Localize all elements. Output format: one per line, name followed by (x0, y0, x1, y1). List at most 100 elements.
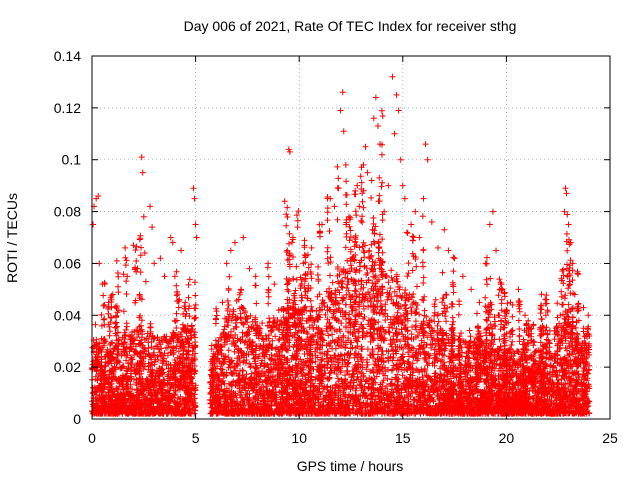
roti-peak-point (489, 208, 496, 215)
x-axis-label: GPS time / hours (297, 458, 404, 474)
roti-peak-point (147, 203, 154, 210)
roti-peak-point (327, 195, 334, 202)
roti-peak-point (493, 247, 500, 254)
roti-peak-point (138, 154, 145, 161)
roti-peak-point (136, 291, 143, 298)
roti-peak-point (246, 265, 253, 272)
roti-peak-point (90, 221, 97, 228)
roti-peak-point (354, 182, 361, 189)
roti-peak-point (134, 265, 141, 272)
roti-peak-point (445, 247, 452, 254)
roti-peak-point (509, 301, 516, 308)
roti-peak-point (557, 312, 564, 319)
roti-peak-point (161, 273, 168, 280)
roti-peak-point (308, 244, 315, 251)
grid-lines (92, 56, 610, 419)
roti-peak-point (562, 185, 569, 192)
roti-peak-point (219, 299, 226, 306)
roti-peak-point (385, 182, 392, 189)
x-tick-label: 0 (88, 430, 96, 446)
y-tick-label: 0.08 (54, 204, 81, 220)
roti-peak-point (586, 333, 593, 340)
roti-peak-point (575, 317, 582, 324)
roti-peak-point (281, 198, 288, 205)
x-tick-label: 5 (192, 430, 200, 446)
roti-peak-point (151, 260, 158, 267)
roti-peak-point (459, 273, 466, 280)
roti-peak-point (193, 234, 200, 241)
roti-peak-point (339, 89, 346, 96)
roti-peak-point (563, 190, 570, 197)
y-tick-label: 0.12 (54, 100, 81, 116)
roti-peak-point (569, 260, 576, 267)
roti-peak-point (482, 260, 489, 267)
roti-peak-point (122, 244, 129, 251)
roti-peak-point (399, 182, 406, 189)
roti-peak-point (109, 291, 116, 298)
roti-peak-point (223, 260, 230, 267)
y-tick-label: 0.04 (54, 307, 81, 323)
x-tick-label: 15 (395, 430, 411, 446)
y-tick-label: 0 (73, 411, 81, 427)
roti-peak-point (318, 221, 325, 228)
roti-peak-point (571, 291, 578, 298)
roti-peak-point (337, 107, 344, 114)
roti-peak-point (157, 255, 164, 262)
roti-peak-point (565, 221, 572, 228)
roti-peak-point (113, 257, 120, 264)
roti-peak-point (252, 273, 259, 280)
roti-peak-point (515, 317, 522, 324)
roti-peak-point (420, 195, 427, 202)
roti-peak-point (403, 229, 410, 236)
roti-peak-point (240, 234, 247, 241)
roti-peak-point (424, 156, 431, 163)
roti-peak-point (553, 325, 560, 332)
roti-peak-point (428, 218, 435, 225)
roti-peak-point (567, 239, 574, 246)
roti-peak-point (171, 273, 178, 280)
roti-peak-point (105, 299, 112, 306)
chart-title: Day 006 of 2021, Rate Of TEC Index for r… (184, 18, 517, 34)
roti-peak-point (468, 286, 475, 293)
roti-peak-point (476, 299, 483, 306)
roti-peak-point (356, 203, 363, 210)
roti-peak-point (530, 322, 537, 329)
roti-peak-point (486, 221, 493, 228)
roti-peak-point (352, 187, 359, 194)
roti-peak-point (362, 143, 369, 150)
roti-peak-point (345, 213, 352, 220)
roti-peak-point (99, 281, 106, 288)
roti-peak-point (368, 177, 375, 184)
roti-peak-point (374, 123, 381, 130)
roti-peak-point (139, 169, 146, 176)
roti-peak-point (360, 161, 367, 168)
roti-peak-point (401, 195, 408, 202)
roti-peak-point (192, 221, 199, 228)
x-tick-label: 10 (291, 430, 307, 446)
roti-peak-point (422, 141, 429, 148)
data-points (89, 73, 593, 417)
roti-peak-point (286, 148, 293, 155)
roti-peak-point (101, 301, 108, 308)
y-axis-label: ROTI / TECUs (4, 193, 20, 283)
roti-peak-point (285, 146, 292, 153)
roti-peak-point (173, 288, 180, 295)
roti-peak-point (190, 185, 197, 192)
y-tick-label: 0.1 (62, 152, 82, 168)
roti-peak-point (372, 94, 379, 101)
roti-peak-point (231, 239, 238, 246)
roti-peak-point (95, 193, 102, 200)
roti-peak-point (391, 130, 398, 137)
plot-frame (91, 55, 611, 420)
roti-peak-point (416, 234, 423, 241)
axes: 0 0.02 0.04 0.06 0.08 0.1 0.12 0.14 0 5 10 15 20 25 (54, 48, 618, 446)
roti-peak-point (124, 273, 131, 280)
roti-peak-point (561, 208, 568, 215)
roti-peak-point (342, 161, 349, 168)
roti-peak-point (381, 208, 388, 215)
y-tick-label: 0.14 (54, 48, 81, 64)
roti-peak-point (441, 226, 448, 233)
roti-peak-point (300, 260, 307, 267)
roti-peak-point (140, 213, 147, 220)
y-tick-label: 0.02 (54, 359, 81, 375)
